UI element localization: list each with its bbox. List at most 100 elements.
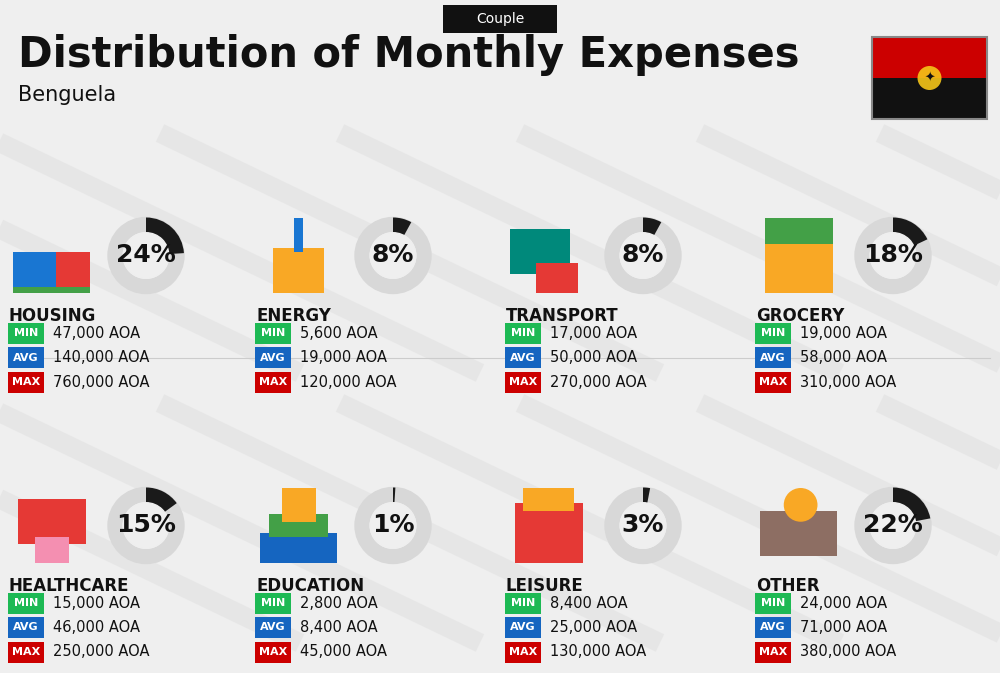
Text: 250,000 AOA: 250,000 AOA <box>53 645 150 660</box>
Text: 58,000 AOA: 58,000 AOA <box>800 350 887 365</box>
Text: MAX: MAX <box>759 377 787 387</box>
Bar <box>269 514 328 537</box>
Text: MAX: MAX <box>12 647 40 657</box>
Text: MAX: MAX <box>259 377 287 387</box>
Circle shape <box>123 503 169 548</box>
FancyBboxPatch shape <box>755 592 791 614</box>
Text: Couple: Couple <box>476 12 524 26</box>
Text: AVG: AVG <box>260 623 286 633</box>
Wedge shape <box>393 487 395 526</box>
Circle shape <box>855 217 931 293</box>
Bar <box>18 499 86 544</box>
Circle shape <box>370 503 416 548</box>
FancyBboxPatch shape <box>442 5 557 33</box>
Text: 310,000 AOA: 310,000 AOA <box>800 374 896 390</box>
Wedge shape <box>643 487 650 526</box>
Text: AVG: AVG <box>510 353 536 363</box>
Text: 25,000 AOA: 25,000 AOA <box>550 620 637 635</box>
Bar <box>536 263 578 293</box>
Circle shape <box>108 217 184 293</box>
Bar <box>523 488 574 511</box>
Wedge shape <box>146 487 177 526</box>
Text: 2,800 AOA: 2,800 AOA <box>300 596 378 610</box>
Text: MAX: MAX <box>259 647 287 657</box>
Text: 18%: 18% <box>863 244 923 267</box>
Text: 19,000 AOA: 19,000 AOA <box>800 326 887 341</box>
Text: OTHER: OTHER <box>756 577 820 595</box>
Text: AVG: AVG <box>260 353 286 363</box>
Text: 120,000 AOA: 120,000 AOA <box>300 374 396 390</box>
Circle shape <box>123 233 169 279</box>
Circle shape <box>620 233 666 279</box>
Circle shape <box>870 503 916 548</box>
Circle shape <box>620 503 666 548</box>
Wedge shape <box>893 217 927 256</box>
Text: ENERGY: ENERGY <box>256 307 331 325</box>
FancyBboxPatch shape <box>255 371 291 392</box>
Text: 3%: 3% <box>622 513 664 538</box>
Circle shape <box>605 487 681 563</box>
FancyBboxPatch shape <box>255 617 291 638</box>
Circle shape <box>784 488 818 522</box>
FancyBboxPatch shape <box>8 592 44 614</box>
Circle shape <box>620 233 666 279</box>
FancyBboxPatch shape <box>8 347 44 368</box>
Circle shape <box>870 233 916 279</box>
Text: 15,000 AOA: 15,000 AOA <box>53 596 140 610</box>
Text: 1%: 1% <box>372 513 414 538</box>
Text: MIN: MIN <box>511 598 535 608</box>
Text: MIN: MIN <box>14 598 38 608</box>
Wedge shape <box>643 217 661 256</box>
Text: 45,000 AOA: 45,000 AOA <box>300 645 387 660</box>
Text: 24%: 24% <box>116 244 176 267</box>
FancyBboxPatch shape <box>755 322 791 343</box>
Text: EDUCATION: EDUCATION <box>256 577 364 595</box>
Text: HEALTHCARE: HEALTHCARE <box>9 577 130 595</box>
Circle shape <box>355 217 431 293</box>
Text: MAX: MAX <box>509 377 537 387</box>
Bar <box>13 252 56 289</box>
Text: 19,000 AOA: 19,000 AOA <box>300 350 387 365</box>
Bar <box>282 488 316 522</box>
Bar <box>760 511 837 555</box>
Text: MIN: MIN <box>14 328 38 338</box>
Text: 270,000 AOA: 270,000 AOA <box>550 374 647 390</box>
Bar <box>260 533 337 563</box>
Text: 71,000 AOA: 71,000 AOA <box>800 620 887 635</box>
Text: 24,000 AOA: 24,000 AOA <box>800 596 887 610</box>
Circle shape <box>870 503 916 548</box>
FancyBboxPatch shape <box>505 617 541 638</box>
Text: TRANSPORT: TRANSPORT <box>506 307 619 325</box>
FancyBboxPatch shape <box>755 617 791 638</box>
Text: 15%: 15% <box>116 513 176 538</box>
Text: 46,000 AOA: 46,000 AOA <box>53 620 140 635</box>
Text: 47,000 AOA: 47,000 AOA <box>53 326 140 341</box>
Wedge shape <box>146 217 184 256</box>
Text: MIN: MIN <box>761 598 785 608</box>
Bar <box>872 78 987 119</box>
Circle shape <box>370 233 416 279</box>
Circle shape <box>370 503 416 548</box>
Text: AVG: AVG <box>760 623 786 633</box>
FancyBboxPatch shape <box>8 641 44 662</box>
Text: 22%: 22% <box>863 513 923 538</box>
Text: 760,000 AOA: 760,000 AOA <box>53 374 150 390</box>
Text: AVG: AVG <box>510 623 536 633</box>
Wedge shape <box>893 487 930 526</box>
Text: MAX: MAX <box>759 647 787 657</box>
Text: Benguela: Benguela <box>18 85 116 105</box>
Bar <box>765 240 832 293</box>
Text: AVG: AVG <box>760 353 786 363</box>
Text: AVG: AVG <box>13 623 39 633</box>
FancyBboxPatch shape <box>505 592 541 614</box>
Text: MIN: MIN <box>511 328 535 338</box>
Bar <box>765 218 832 244</box>
Circle shape <box>620 503 666 548</box>
Bar <box>872 37 987 119</box>
Text: GROCERY: GROCERY <box>756 307 844 325</box>
Text: MAX: MAX <box>12 377 40 387</box>
Text: 8%: 8% <box>372 244 414 267</box>
Text: ✦: ✦ <box>924 71 935 85</box>
FancyBboxPatch shape <box>505 641 541 662</box>
Bar <box>13 287 90 293</box>
